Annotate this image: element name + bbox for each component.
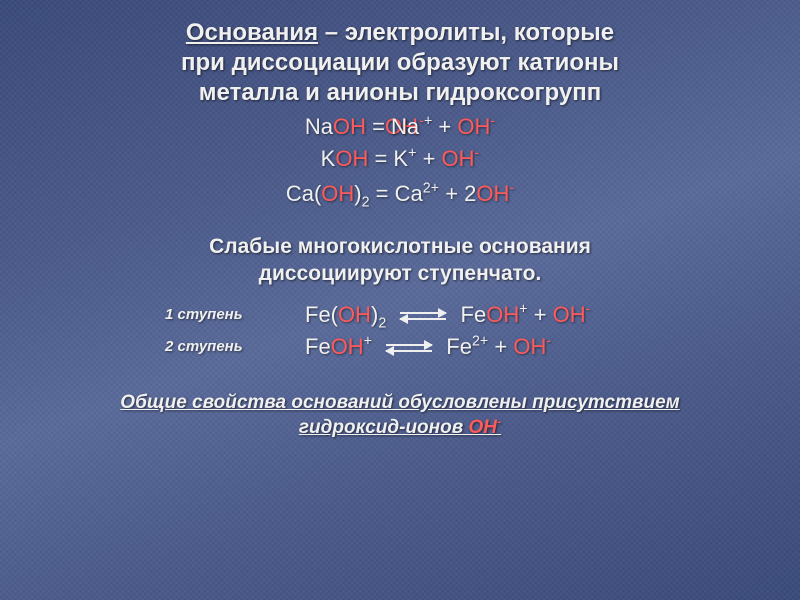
step-2-label: 2 ступень xyxy=(165,338,265,355)
sup-minus: - xyxy=(497,415,501,429)
sup-minus: - xyxy=(509,181,514,197)
oh-text: OH xyxy=(335,146,368,171)
sup-minus: - xyxy=(546,333,551,349)
title-rest-1: – электролиты, которые xyxy=(318,19,614,46)
step-1-row: 1 ступень Fe(OH)2 FeOH+ + OH- xyxy=(30,302,770,328)
slide-title: Основания – электролиты, которые при дис… xyxy=(30,18,770,108)
eq3-mid: = Ca xyxy=(370,181,423,206)
title-line-3: металла и анионы гидроксогрупп xyxy=(199,79,601,106)
s1-feoh: Fe xyxy=(461,302,487,327)
oh-text: OH xyxy=(338,302,371,327)
eq3-ca: Ca( xyxy=(286,181,321,206)
slide: Основания – электролиты, которые при дис… xyxy=(0,0,800,600)
s2-feoh: Fe xyxy=(305,334,331,359)
step-2-eq: FeOH+ Fe2+ + OH- xyxy=(305,334,635,360)
equation-caoh2: Ca(OH)2 = Ca2+ + 2OH- xyxy=(30,179,770,209)
oh-text: OH xyxy=(553,302,586,327)
title-line-2: при диссоциации образуют катионы xyxy=(181,49,619,76)
eq2-mid: = K xyxy=(368,146,408,171)
sup-plus: + xyxy=(364,333,372,349)
step-1-eq: Fe(OH)2 FeOH+ + OH- xyxy=(305,302,635,328)
sup-minus: - xyxy=(586,301,591,317)
s1-plus: + xyxy=(528,302,553,327)
footer-note: Общие свойства оснований обусловлены при… xyxy=(30,390,770,441)
s2-plus: + xyxy=(488,334,513,359)
oh-text: OH xyxy=(486,302,519,327)
overlap-na: Na xyxy=(391,114,419,139)
paren: ) xyxy=(354,181,361,206)
sup-plus: + xyxy=(519,301,527,317)
eq3-plus: + 2 xyxy=(439,181,476,206)
title-keyword: Основания xyxy=(186,19,318,46)
oh-text: OH xyxy=(333,114,366,139)
sup-minus: - xyxy=(475,145,480,161)
sup-minus: - xyxy=(490,114,495,130)
subtitle: Слабые многокислотные основания диссоции… xyxy=(30,233,770,288)
equation-koh: KOH = K+ + OH- xyxy=(30,144,770,174)
oh-text: OH xyxy=(457,114,490,139)
oh-text: OH xyxy=(513,334,546,359)
oh-text: OH xyxy=(321,181,354,206)
footer-l1: Общие свойства оснований обусловлены при… xyxy=(120,392,679,413)
subtitle-l1: Слабые многокислотные основания xyxy=(209,235,591,258)
oh-text: OH xyxy=(331,334,364,359)
eq2-plus: + xyxy=(416,146,441,171)
sub-2: 2 xyxy=(362,195,370,211)
footer-l2a: гидроксид-ионов xyxy=(299,417,469,438)
step-2-row: 2 ступень FeOH+ Fe2+ + OH- xyxy=(30,334,770,360)
eq2-k: K xyxy=(321,146,336,171)
sup-2plus: 2+ xyxy=(423,181,439,197)
equilibrium-arrow-icon xyxy=(400,309,446,323)
s2-fe: Fe xyxy=(446,334,472,359)
oh-text: OH xyxy=(476,181,509,206)
eq1-plus: + xyxy=(432,114,457,139)
s1-fe: Fe( xyxy=(305,302,338,327)
oh-text: OH xyxy=(442,146,475,171)
step-1-label: 1 ступень xyxy=(165,306,265,323)
subtitle-l2: диссоциируют ступенчато. xyxy=(259,262,542,285)
sup-2plus: 2+ xyxy=(472,333,488,349)
oh-text: ОН xyxy=(469,417,498,438)
eq1-na: Na xyxy=(305,114,333,139)
equation-naoh: NaOH = ОНNa-+ + OH- xyxy=(30,112,770,142)
sub-2: 2 xyxy=(378,315,386,331)
equilibrium-arrow-icon xyxy=(386,341,432,355)
eq1-overlap: ОНNa xyxy=(391,112,419,142)
